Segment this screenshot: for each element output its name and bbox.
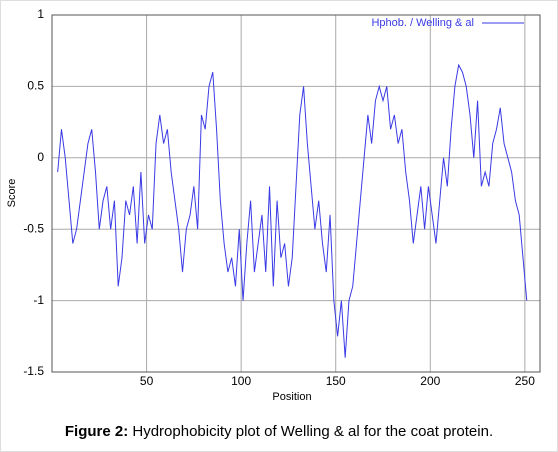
legend-label: Hphob. / Welling & al bbox=[371, 17, 474, 29]
caption-text: Hydrophobicity plot of Welling & al for … bbox=[128, 423, 493, 440]
caption-label: Figure 2: bbox=[65, 423, 128, 440]
x-axis-label: Position bbox=[272, 391, 311, 403]
plot-border bbox=[51, 14, 541, 373]
caption: Figure 2: Hydrophobicity plot of Welling… bbox=[65, 423, 493, 440]
line bbox=[57, 63, 528, 358]
y-tick-label: -1.5 bbox=[23, 364, 44, 378]
x-tick-label: 250 bbox=[515, 374, 535, 388]
y-tick-label: -1 bbox=[33, 293, 44, 307]
y-tick-label: 0.5 bbox=[27, 79, 44, 93]
x-tick-label: 100 bbox=[231, 374, 251, 388]
y-axis-label: Score bbox=[6, 179, 18, 208]
y-tick-label: 1 bbox=[37, 7, 44, 21]
x-tick-label: 150 bbox=[326, 374, 346, 388]
x-tick-label: 200 bbox=[420, 374, 440, 388]
y-tick-label: 0 bbox=[37, 150, 44, 164]
y-tick-label: -0.5 bbox=[23, 221, 44, 235]
x-tick-label: 50 bbox=[140, 374, 154, 388]
